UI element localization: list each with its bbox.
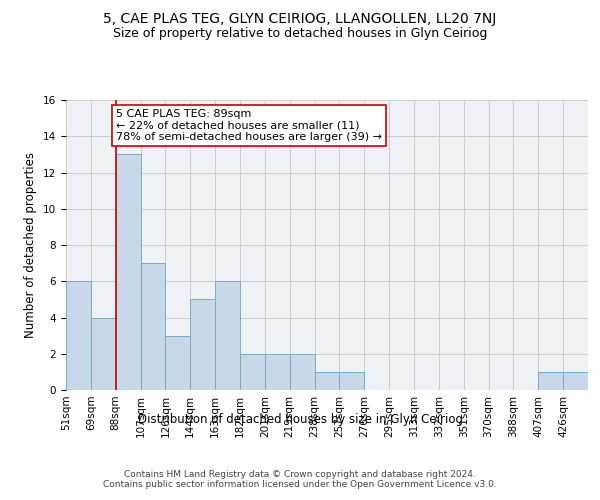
Bar	[215, 281, 240, 390]
Bar	[538, 372, 563, 390]
Bar	[290, 354, 314, 390]
Bar	[190, 300, 215, 390]
Text: Distribution of detached houses by size in Glyn Ceiriog: Distribution of detached houses by size …	[137, 412, 463, 426]
Bar	[91, 318, 116, 390]
Text: Contains HM Land Registry data © Crown copyright and database right 2024.
Contai: Contains HM Land Registry data © Crown c…	[103, 470, 497, 490]
Bar	[240, 354, 265, 390]
Bar	[116, 154, 140, 390]
Y-axis label: Number of detached properties: Number of detached properties	[25, 152, 37, 338]
Bar	[140, 263, 166, 390]
Text: 5 CAE PLAS TEG: 89sqm
← 22% of detached houses are smaller (11)
78% of semi-deta: 5 CAE PLAS TEG: 89sqm ← 22% of detached …	[116, 109, 382, 142]
Bar	[563, 372, 588, 390]
Bar	[66, 281, 91, 390]
Bar	[265, 354, 290, 390]
Bar	[166, 336, 190, 390]
Text: 5, CAE PLAS TEG, GLYN CEIRIOG, LLANGOLLEN, LL20 7NJ: 5, CAE PLAS TEG, GLYN CEIRIOG, LLANGOLLE…	[103, 12, 497, 26]
Text: Size of property relative to detached houses in Glyn Ceiriog: Size of property relative to detached ho…	[113, 28, 487, 40]
Bar	[314, 372, 340, 390]
Bar	[340, 372, 364, 390]
